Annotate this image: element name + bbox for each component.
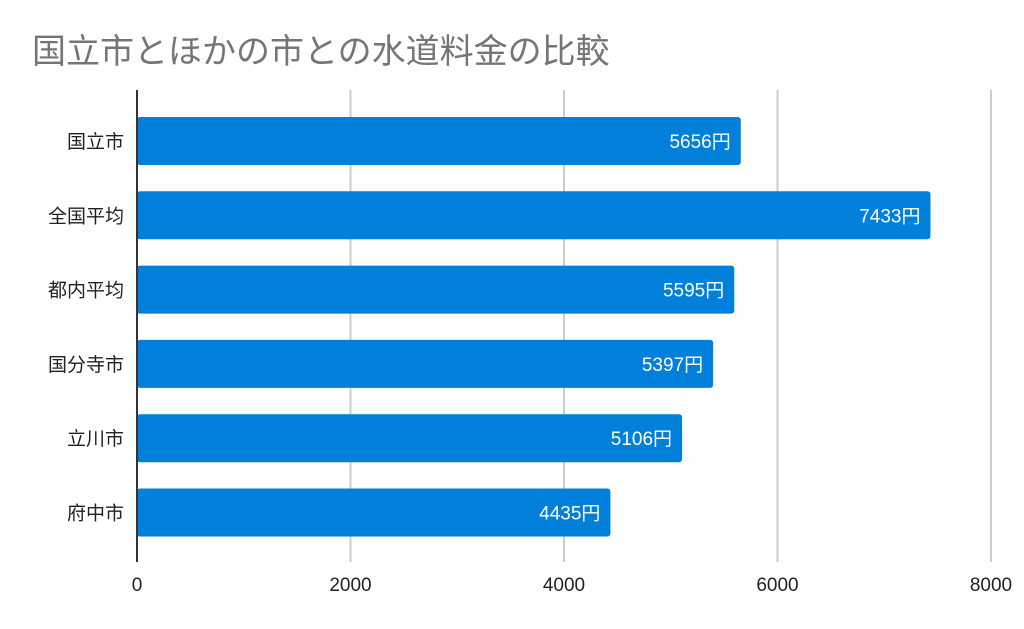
bar — [137, 117, 741, 165]
category-label: 全国平均 — [48, 205, 124, 227]
chart-title: 国立市とほかの市との水道料金の比較 — [32, 32, 610, 72]
bar — [137, 488, 611, 537]
category-label: 国立市 — [67, 131, 124, 153]
data-label: 5656円 — [669, 132, 730, 153]
bar — [137, 191, 931, 240]
bar — [137, 339, 714, 388]
data-label: 7433円 — [859, 206, 920, 227]
bar — [137, 414, 683, 463]
data-label: 5397円 — [642, 355, 703, 376]
data-label: 4435円 — [539, 504, 600, 525]
category-label: 府中市 — [67, 503, 124, 525]
x-tick-label: 4000 — [543, 575, 585, 596]
x-tick-label: 0 — [132, 575, 143, 596]
x-tick-label: 2000 — [329, 575, 371, 596]
data-label: 5106円 — [611, 429, 672, 450]
category-label: 国分寺市 — [48, 354, 124, 376]
category-label: 立川市 — [67, 428, 124, 450]
data-label: 5595円 — [663, 281, 724, 302]
x-tick-label: 8000 — [970, 575, 1012, 596]
category-label: 都内平均 — [48, 280, 124, 302]
x-tick-label: 6000 — [756, 575, 798, 596]
bar — [137, 265, 735, 314]
